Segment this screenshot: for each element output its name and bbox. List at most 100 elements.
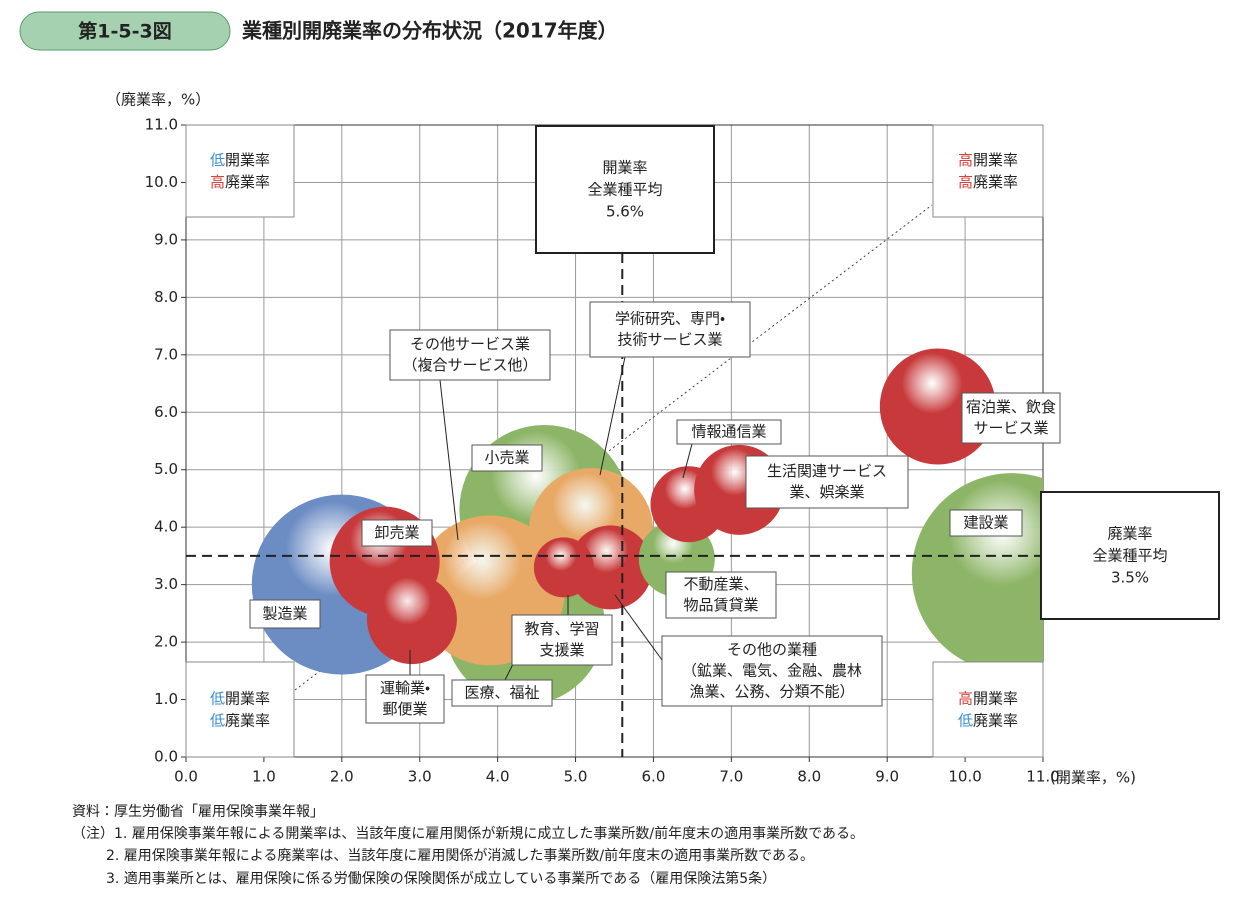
y-tick-label: 3.0 — [154, 575, 178, 593]
bubble-label: 漁業、公務、分類不能） — [689, 683, 854, 701]
label-box — [361, 519, 433, 547]
y-tick-label: 5.0 — [154, 460, 178, 478]
label-box — [389, 329, 551, 381]
quadrant-label: 開業率 — [225, 689, 270, 707]
note: （注）1. 雇用保険事業年報による開業率は、当該年度に雇用関係が新規に成立した事… — [72, 825, 864, 842]
quadrant-label: 廃業率 — [225, 173, 270, 191]
y-tick-label: 0.0 — [154, 748, 178, 766]
reference-text: 全業種平均 — [1092, 547, 1167, 565]
label-box — [511, 614, 613, 666]
leader-line — [614, 594, 663, 661]
quadrant-box — [932, 124, 1044, 218]
y-tick-label: 8.0 — [154, 288, 178, 306]
label-box — [745, 455, 909, 509]
leader-line — [599, 356, 626, 476]
quadrant-level: 高 — [958, 689, 973, 707]
note: 2. 雇用保険事業年報による廃業率は、当該年度に雇用関係が消滅した事業所数/前年… — [106, 847, 814, 864]
x-tick-label: 5.0 — [564, 768, 588, 786]
label-box — [365, 674, 445, 724]
y-tick-label: 11.0 — [145, 116, 178, 134]
bubble-label: （鉱業、電気、金融、農林 — [682, 662, 862, 680]
quadrant-level: 低 — [210, 151, 225, 169]
quadrant-label: 開業率 — [225, 151, 270, 169]
quadrant-level: 高 — [958, 151, 973, 169]
quadrant-text: 高廃業率 — [210, 173, 270, 191]
quadrant-text: 高開業率 — [958, 151, 1018, 169]
note: 資料：厚生労働省「雇用保険事業年報」 — [72, 804, 324, 820]
y-tick-label: 7.0 — [154, 345, 178, 363]
bubble-label: （複合サービス他） — [402, 356, 537, 374]
bubble-label: 製造業 — [262, 605, 307, 623]
bubble-label: サービス業 — [973, 419, 1048, 437]
figure-title: 業種別開廃業率の分布状況（2017年度） — [242, 19, 618, 43]
quadrant-level: 低 — [210, 689, 225, 707]
label-box — [961, 392, 1061, 444]
bubble-label: 技術サービス業 — [617, 331, 722, 349]
label-box — [249, 599, 321, 629]
label-box — [949, 509, 1023, 537]
x-tick-label: 8.0 — [797, 768, 821, 786]
bubble-label: 医療、福祉 — [464, 684, 539, 702]
bubble-label: 運輸業・ — [380, 679, 430, 697]
bubble-label: 支援業 — [539, 641, 584, 659]
label-box — [451, 679, 553, 707]
y-tick-label: 6.0 — [154, 403, 178, 421]
bubble-label: 宿泊業、飲食 — [966, 398, 1056, 416]
bubble-label: 小売業 — [484, 449, 529, 467]
quadrant-label: 廃業率 — [973, 711, 1018, 729]
diagonal-guide — [294, 204, 933, 691]
label-box — [665, 571, 777, 619]
label-box — [589, 301, 751, 358]
reference-text: 全業種平均 — [587, 181, 662, 199]
y-tick-label: 2.0 — [154, 633, 178, 651]
label-box — [676, 419, 782, 445]
quadrant-text: 低開業率 — [210, 151, 270, 169]
quadrant-box — [185, 661, 295, 758]
leader-line — [682, 443, 693, 479]
x-tick-label: 10.0 — [948, 768, 981, 786]
quadrant-label: 廃業率 — [225, 711, 270, 729]
reference-text: 廃業率 — [1107, 525, 1152, 543]
x-tick-label: 6.0 — [642, 768, 666, 786]
label-box — [471, 444, 543, 472]
quadrant-text: 高廃業率 — [958, 173, 1018, 191]
note: 3. 適用事業所とは、雇用保険に係る労働保険の保険関係が成立している事業所である… — [106, 870, 776, 887]
bubble-label: 教育、学習 — [524, 620, 599, 638]
figure-number: 第1-5-3図 — [78, 20, 171, 43]
bubble — [533, 537, 594, 598]
quadrant-text: 高開業率 — [958, 689, 1018, 707]
y-tick-label: 1.0 — [154, 690, 178, 708]
quadrant-text: 低開業率 — [210, 689, 270, 707]
figure-badge — [19, 11, 231, 51]
x-tick-label: 9.0 — [875, 768, 899, 786]
bubble-label: 卸売業 — [374, 524, 419, 542]
bubble-label: 物品賃貸業 — [683, 596, 758, 614]
x-tick-label: 4.0 — [486, 768, 510, 786]
quadrant-label: 開業率 — [973, 151, 1018, 169]
bubble-label: 業、娯楽業 — [789, 483, 864, 501]
quadrant-box — [932, 661, 1044, 758]
bubble-label: 学術研究、専門・ — [615, 310, 725, 328]
quadrant-label: 廃業率 — [973, 173, 1018, 191]
reference-value: 3.5% — [1111, 569, 1149, 587]
quadrant-text: 低廃業率 — [210, 711, 270, 729]
x-tick-label: 0.0 — [174, 768, 198, 786]
quadrant-level: 高 — [210, 173, 225, 191]
quadrant-level: 低 — [958, 711, 973, 729]
bubble-label: 不動産業、 — [683, 575, 758, 593]
bubble-label: 生活関連サービス — [767, 462, 887, 480]
bubble-label: その他の業種 — [727, 641, 817, 659]
quadrant-label: 開業率 — [973, 689, 1018, 707]
quadrant-text: 低廃業率 — [958, 711, 1018, 729]
x-axis-label: (開業率，%) — [1050, 769, 1136, 787]
bubble-label: 郵便業 — [382, 700, 427, 718]
x-tick-label: 7.0 — [719, 768, 743, 786]
x-tick-label: 11.0 — [1026, 768, 1059, 786]
reference-box — [535, 125, 715, 254]
bubble — [366, 574, 457, 665]
bubble — [568, 525, 653, 610]
bubble-label: 情報通信業 — [691, 423, 766, 441]
x-tick-label: 1.0 — [252, 768, 276, 786]
